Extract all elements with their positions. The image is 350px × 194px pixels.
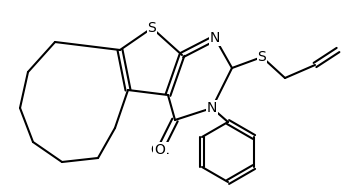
Text: N: N [210, 31, 220, 45]
Text: S: S [148, 21, 156, 35]
Text: N: N [207, 101, 217, 115]
Text: N: N [207, 101, 217, 115]
Text: S: S [258, 50, 266, 64]
Text: O: O [155, 143, 166, 157]
Text: O1: O1 [150, 143, 170, 157]
Text: S: S [258, 50, 266, 64]
Text: N: N [210, 31, 220, 45]
Text: S: S [148, 21, 156, 35]
